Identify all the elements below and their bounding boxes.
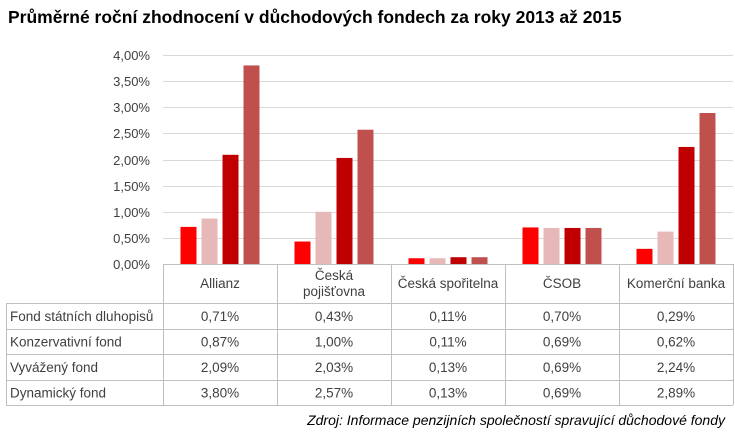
- series-name: Konzervativní fond: [10, 334, 122, 349]
- data-label: 0,69%: [543, 360, 581, 375]
- bar: [315, 211, 332, 264]
- y-tick-label: 2,50%: [113, 126, 150, 141]
- bar: [408, 258, 425, 264]
- bar: [336, 157, 353, 264]
- category-label: Česká spořitelna: [398, 276, 499, 291]
- data-label: 0,87%: [201, 334, 239, 349]
- data-label: 2,03%: [315, 360, 353, 375]
- bar: [657, 231, 674, 264]
- data-label: 2,24%: [657, 360, 695, 375]
- data-label: 2,57%: [315, 385, 353, 400]
- data-label: 2,89%: [657, 385, 695, 400]
- data-label: 0,70%: [543, 309, 581, 324]
- series-name: Vyvážený fond: [10, 360, 98, 375]
- data-label: 0,62%: [657, 334, 695, 349]
- bar: [522, 227, 539, 264]
- chart-title: Průměrné roční zhodnocení v důchodových …: [8, 7, 622, 27]
- bar: [243, 65, 260, 264]
- y-axis-tick-labels: 0,00% 0,50% 1,00% 1,50% 2,00% 2,50% 3,00% 3,50%…: [113, 48, 150, 272]
- data-label: 3,80%: [201, 385, 239, 400]
- bar: [636, 248, 653, 264]
- data-label: 2,09%: [201, 360, 239, 375]
- y-tick-label: 4,00%: [113, 48, 150, 63]
- bar: [294, 241, 311, 264]
- data-label: 0,11%: [429, 334, 466, 349]
- bar: [201, 218, 218, 264]
- bars: [180, 65, 716, 264]
- bar: [543, 227, 560, 264]
- series-name: Dynamický fond: [10, 385, 106, 400]
- y-tick-label: 0,50%: [113, 231, 150, 246]
- bar: [564, 227, 581, 264]
- bar: [222, 154, 239, 264]
- data-label: 1,00%: [315, 334, 353, 349]
- y-tick-label: 3,00%: [113, 100, 150, 115]
- gridlines: [163, 55, 733, 265]
- source-note: Zdroj: Informace penzijních společností …: [307, 412, 725, 428]
- data-label: 0,29%: [657, 309, 695, 324]
- bar: [471, 257, 488, 264]
- bar: [450, 257, 467, 264]
- category-label: Komerční banka: [627, 276, 726, 291]
- category-label: ČSOB: [543, 276, 581, 291]
- data-label: 0,13%: [429, 360, 467, 375]
- category-label: pojišťovna: [303, 284, 366, 299]
- bar: [678, 146, 695, 264]
- bar: [585, 227, 602, 264]
- y-tick-label: 0,00%: [113, 257, 150, 272]
- category-label: Allianz: [200, 276, 240, 291]
- data-label: 0,13%: [429, 385, 467, 400]
- data-label: 0,11%: [429, 309, 466, 324]
- data-label: 0,71%: [201, 309, 239, 324]
- bar: [699, 113, 716, 264]
- data-label: 0,43%: [315, 309, 353, 324]
- y-tick-label: 1,50%: [113, 179, 150, 194]
- bar: [429, 258, 446, 264]
- y-tick-label: 3,50%: [113, 74, 150, 89]
- y-tick-label: 1,00%: [113, 205, 150, 220]
- y-tick-label: 2,00%: [113, 153, 150, 168]
- category-label: Česká: [315, 268, 354, 283]
- bar: [357, 129, 374, 264]
- data-label: 0,69%: [543, 385, 581, 400]
- series-name: Fond státních dluhopisů: [10, 309, 153, 324]
- data-label: 0,69%: [543, 334, 581, 349]
- bar: [180, 226, 197, 264]
